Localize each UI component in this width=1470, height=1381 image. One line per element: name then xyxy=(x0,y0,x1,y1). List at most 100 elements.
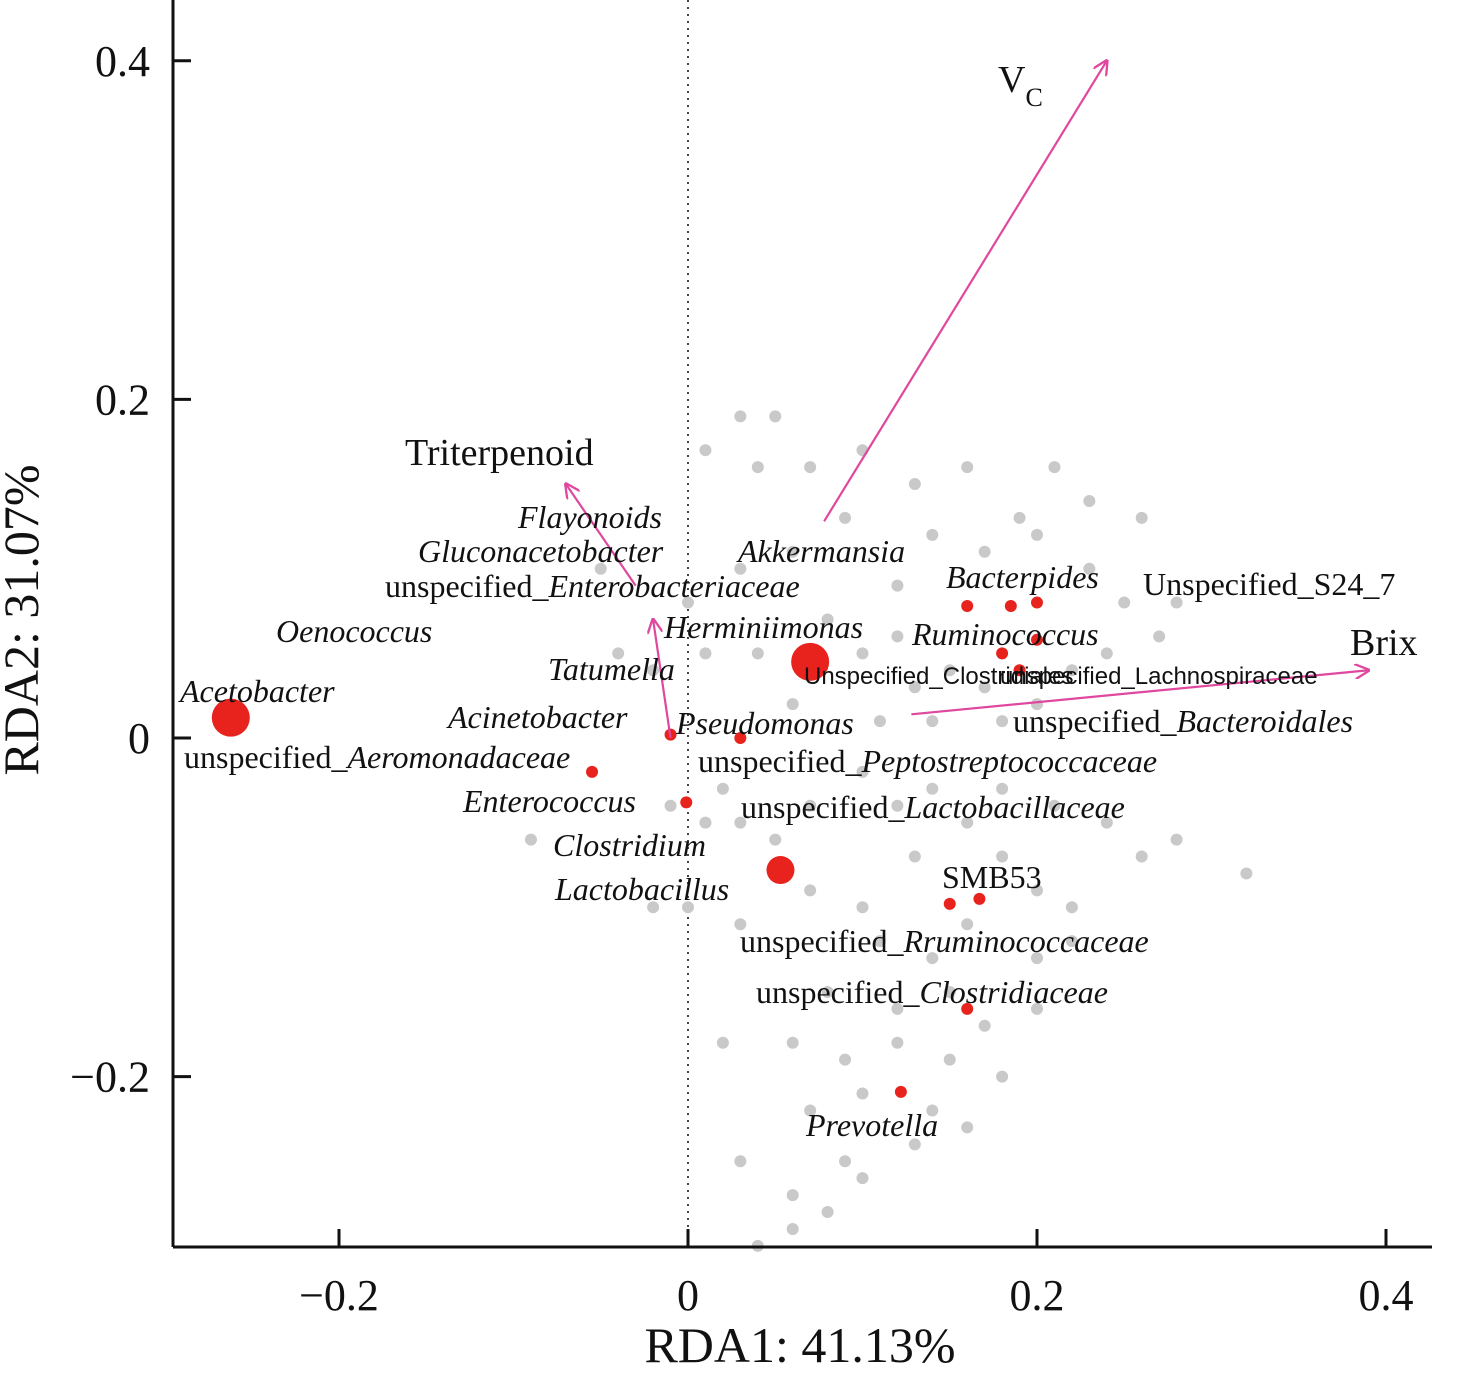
vc-subscript: C xyxy=(1025,83,1042,112)
point-labels: VC Brix Triterpenoid Flayonoids Acetobacter A… xyxy=(178,59,1418,1143)
sample-point xyxy=(839,1053,852,1066)
label-taxon: Rruminococcaceae xyxy=(903,923,1149,959)
y-tick-label: −0.2 xyxy=(70,1053,150,1102)
label-prefix: unspecified_ xyxy=(385,568,550,604)
taxon-label: Acetobacter xyxy=(178,673,335,709)
sample-point xyxy=(1031,528,1043,541)
sample-point xyxy=(873,715,886,728)
environment-arrow xyxy=(911,670,1368,716)
taxon-point xyxy=(680,796,693,809)
taxon-point xyxy=(996,647,1009,660)
sample-point xyxy=(804,884,817,897)
sample-point xyxy=(1031,1002,1043,1015)
sample-point xyxy=(1083,562,1096,575)
sample-point xyxy=(908,850,921,863)
taxon-label: unspecified_Enterobacteriaceae xyxy=(385,568,800,604)
taxon-label: Gluconacetobacter xyxy=(418,533,664,569)
sample-point xyxy=(943,664,956,677)
sample-point xyxy=(1031,884,1043,897)
sample-point xyxy=(926,528,939,541)
label-prefix: unspecified_ xyxy=(756,974,921,1010)
x-tick-label: 0 xyxy=(677,1271,699,1320)
axis-ticks: −0.2 0 0.2 0.4 −0.2 0 0.2 0.4 xyxy=(70,37,1413,1320)
taxon-label: Pseudomonas xyxy=(675,705,854,741)
sample-point xyxy=(699,647,712,660)
sample-point xyxy=(978,681,991,694)
sample-point xyxy=(786,1189,799,1202)
sample-point xyxy=(996,1070,1009,1083)
sample-point xyxy=(804,461,817,474)
reference-lines xyxy=(687,0,689,1247)
sample-point xyxy=(786,1222,799,1235)
sample-point xyxy=(961,461,974,474)
taxon-label: unspecified_Rruminococcaceae xyxy=(740,923,1149,959)
sample-point xyxy=(682,901,694,914)
taxon-label: unspecified_Bacteroidales xyxy=(1013,703,1353,739)
sample-point xyxy=(856,901,869,914)
taxon-label: Lactobacillus xyxy=(554,871,729,907)
sample-point xyxy=(716,1036,729,1049)
taxon-label: unspecified_Peptostreptococcaceae xyxy=(698,743,1157,779)
taxon-point xyxy=(961,599,974,612)
sample-point xyxy=(821,1206,834,1219)
sample-point xyxy=(908,1138,921,1151)
sample-point xyxy=(943,985,956,998)
sample-point xyxy=(786,545,799,558)
sample-point xyxy=(926,782,939,795)
sample-point xyxy=(926,1104,939,1117)
taxon-label: Oenococcus xyxy=(276,613,432,649)
brix-label: Brix xyxy=(1350,622,1418,664)
sample-point xyxy=(699,816,712,829)
sample-point xyxy=(908,681,921,694)
y-tick-label: 0 xyxy=(128,714,150,763)
environment-arrow xyxy=(653,619,672,739)
sample-point xyxy=(716,782,729,795)
sample-point xyxy=(804,1104,817,1117)
taxon-label: SMB53 xyxy=(942,859,1042,895)
sample-point xyxy=(1153,630,1166,643)
taxon-label: Herminiimonas xyxy=(663,609,863,645)
vc-label: VC xyxy=(998,59,1043,112)
label-prefix: unspecified_ xyxy=(741,789,906,825)
taxon-label: unspecified_Lachnospiraceae xyxy=(1000,663,1318,690)
label-taxon: Peptostreptococcaceae xyxy=(861,743,1158,779)
label-prefix: unspecified_ xyxy=(740,923,905,959)
sample-point xyxy=(647,901,660,914)
sample-point xyxy=(751,647,764,660)
sample-point xyxy=(1048,799,1061,812)
taxon-label: Akkermansia xyxy=(736,533,905,569)
taxon-label: unspecified_Clostridiaceae xyxy=(756,974,1108,1010)
taxon-point xyxy=(1013,664,1026,677)
environment-arrows xyxy=(566,61,1369,739)
sample-point xyxy=(1083,494,1096,507)
sample-point xyxy=(734,816,747,829)
taxon-label: Flayonoids xyxy=(517,499,662,535)
sample-point xyxy=(943,1053,956,1066)
sample-point xyxy=(1240,867,1253,880)
sample-point xyxy=(1031,952,1043,965)
taxon-point xyxy=(1031,633,1043,646)
sample-point xyxy=(873,935,886,948)
environment-arrow xyxy=(566,484,637,587)
sample-point xyxy=(1170,833,1183,846)
taxon-label: Acinetobacter xyxy=(446,699,628,735)
sample-point xyxy=(996,850,1009,863)
label-taxon: Bacteroidales xyxy=(1177,703,1354,739)
sample-point xyxy=(821,613,834,626)
taxon-point xyxy=(1004,599,1017,612)
taxon-label: Prevotella xyxy=(805,1107,938,1143)
sample-point xyxy=(856,765,869,778)
sample-point xyxy=(856,647,869,660)
sample-point xyxy=(647,664,660,677)
sample-point xyxy=(891,579,904,592)
taxon-label: Tatumella xyxy=(548,651,675,687)
taxon-point xyxy=(791,642,830,681)
sample-point xyxy=(734,1155,747,1168)
taxon-point xyxy=(894,1085,907,1098)
sample-point xyxy=(961,918,974,931)
sample-point xyxy=(961,1121,974,1134)
sample-point xyxy=(1170,596,1183,609)
sample-point xyxy=(839,511,852,524)
sample-point xyxy=(891,799,904,812)
taxon-point xyxy=(1031,596,1043,609)
